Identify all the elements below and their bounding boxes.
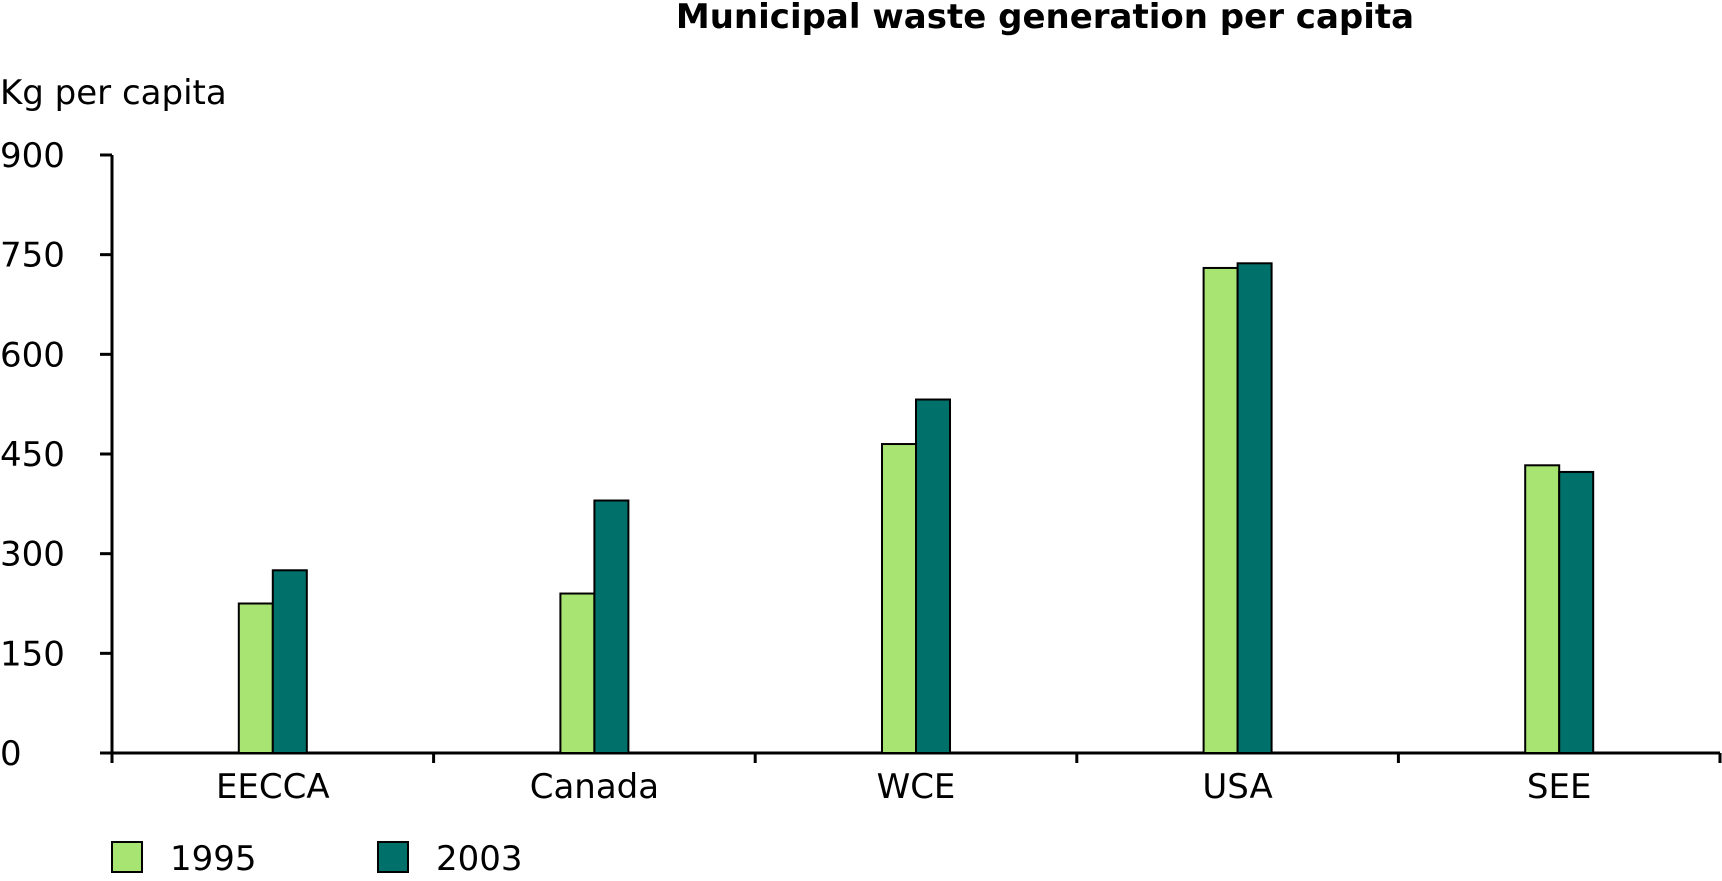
y-tick-label: 150 — [0, 634, 65, 674]
chart-title: Municipal waste generation per capita — [676, 0, 1414, 37]
x-tick-label: SEE — [1527, 767, 1592, 807]
legend-swatch-2003 — [377, 841, 409, 873]
bar-1995-wce — [881, 443, 917, 754]
x-tick-label: EECCA — [216, 767, 330, 807]
legend-swatch-1995 — [111, 841, 143, 873]
y-tick-label: 600 — [0, 335, 65, 375]
bar-1995-usa — [1202, 266, 1239, 754]
bar-1995-canada — [559, 592, 596, 754]
bar-2003-usa — [1236, 262, 1273, 754]
bar-1995-see — [1524, 464, 1561, 754]
plot-area: 0 150 300 450 600 750 900 EECCA Canada WCE USA SEE — [0, 136, 1722, 807]
y-tick-label: 0 — [0, 734, 22, 774]
legend: 1995 2003 — [111, 839, 523, 879]
bar-2003-eecca — [271, 569, 308, 754]
y-axis-label: Kg per capita — [0, 73, 227, 113]
y-tick-label: 900 — [0, 136, 65, 176]
x-tick-label: WCE — [877, 767, 956, 807]
bar-1995-eecca — [237, 602, 274, 754]
x-tick-label: USA — [1202, 767, 1272, 807]
y-tick-label: 300 — [0, 535, 65, 575]
legend-label-1995: 1995 — [170, 839, 257, 876]
bar-2003-see — [1558, 470, 1595, 754]
y-tick-label: 450 — [0, 435, 65, 475]
legend-label-2003: 2003 — [436, 839, 523, 876]
x-tick-label: Canada — [530, 767, 659, 807]
bar-2003-wce — [915, 398, 951, 754]
y-tick-label: 750 — [0, 236, 65, 276]
bar-2003-canada — [593, 499, 630, 754]
